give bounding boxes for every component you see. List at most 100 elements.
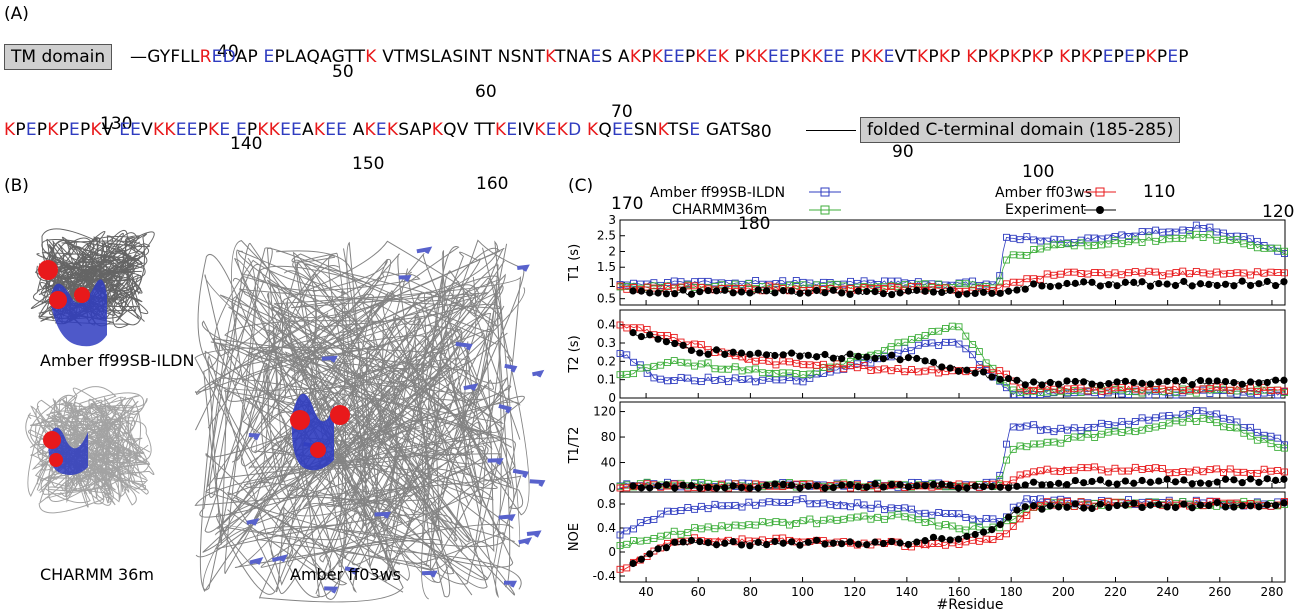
sim-point-blue xyxy=(745,498,753,506)
sim-point-green xyxy=(772,370,780,377)
conformer-trace xyxy=(29,399,155,500)
experiment-point xyxy=(1055,380,1063,388)
experiment-point xyxy=(754,286,762,294)
experiment-point xyxy=(1221,377,1230,386)
sim-point-red xyxy=(1165,386,1173,394)
sim-point-green xyxy=(908,514,916,522)
sim-point-blue xyxy=(860,501,868,509)
sim-point-blue xyxy=(1213,410,1221,418)
experiment-point xyxy=(1013,286,1021,294)
experiment-point xyxy=(1105,503,1113,512)
sim-point-red xyxy=(894,365,902,372)
sim-point-green xyxy=(792,370,800,377)
sim-point-red xyxy=(1158,385,1166,393)
residue: E xyxy=(211,47,223,67)
residue-segment: K xyxy=(1145,47,1157,67)
x-tick-label: 220 xyxy=(1104,585,1127,599)
residue-segment: QV TT xyxy=(443,120,496,140)
sim-point-red xyxy=(874,366,882,374)
residue-segment: K xyxy=(4,120,16,140)
experiment-point xyxy=(904,354,913,362)
sim-point-blue xyxy=(819,499,827,507)
sim-point-green xyxy=(1199,414,1207,422)
experiment-point xyxy=(696,484,704,492)
sim-point-green xyxy=(772,518,780,526)
experiment-point xyxy=(1113,378,1121,386)
sim-point-green xyxy=(616,371,624,379)
conformer-trace xyxy=(194,346,521,593)
sim-point-green xyxy=(799,371,807,378)
sim-point-blue xyxy=(704,505,712,513)
sim-point-blue xyxy=(1091,423,1099,431)
y-tick-label: 0 xyxy=(608,481,616,495)
experiment-point xyxy=(1230,378,1238,387)
sim-point-blue xyxy=(1009,391,1017,399)
residue: K xyxy=(556,120,569,140)
sim-point-green xyxy=(921,331,929,339)
experiment-point xyxy=(1013,376,1021,384)
sim-point-red xyxy=(1057,468,1065,476)
experiment-point xyxy=(863,483,871,491)
experiment-point xyxy=(929,480,938,489)
sim-point-blue xyxy=(948,510,956,517)
sim-point-green xyxy=(826,280,834,288)
sim-point-red xyxy=(1050,271,1058,279)
sim-point-green xyxy=(630,537,638,544)
experiment-point xyxy=(1263,501,1271,509)
sim-point-red xyxy=(1226,386,1234,394)
sim-point-blue xyxy=(935,342,943,349)
residue: E xyxy=(506,120,518,140)
residue: E xyxy=(833,47,845,67)
subplot-frame xyxy=(619,401,1286,489)
y-tick-label: 80 xyxy=(601,430,616,444)
sim-point-red xyxy=(616,282,624,290)
sim-point-blue xyxy=(752,378,760,386)
sim-point-blue xyxy=(650,515,658,523)
sim-point-blue xyxy=(704,373,712,381)
sim-point-red xyxy=(1267,467,1275,475)
sim-point-blue xyxy=(853,360,861,368)
sim-point-red xyxy=(989,536,997,544)
sim-point-blue xyxy=(908,505,916,513)
experiment-point xyxy=(1130,278,1138,286)
sim-point-green xyxy=(948,522,956,530)
y-tick-label: 1 xyxy=(608,276,616,290)
sim-point-green xyxy=(1267,440,1275,448)
sim-point-green xyxy=(1111,237,1119,245)
sim-point-green xyxy=(677,358,685,366)
sim-point-blue xyxy=(1240,232,1248,240)
experiment-point xyxy=(821,540,829,548)
sim-point-red xyxy=(1172,469,1180,477)
sim-point-blue xyxy=(996,272,1004,280)
residue: E xyxy=(280,120,292,140)
sim-point-blue xyxy=(969,515,977,523)
sim-point-blue xyxy=(650,374,658,382)
experiment-point xyxy=(679,286,687,294)
residue-segment: V xyxy=(101,120,120,140)
beta-strand xyxy=(517,264,530,272)
sim-point-red xyxy=(1064,466,1071,474)
experiment-point xyxy=(829,539,837,547)
sim-point-green xyxy=(684,359,692,367)
sim-point-blue xyxy=(1023,233,1031,241)
sim-point-blue xyxy=(664,377,671,385)
y-tick-label: 0.2 xyxy=(597,354,616,368)
sim-point-blue xyxy=(962,345,970,353)
sim-point-green xyxy=(1213,236,1221,244)
sim-point-green xyxy=(955,323,963,331)
sim-point-blue xyxy=(1030,236,1038,244)
subplot-frame xyxy=(619,219,1286,306)
sim-point-red xyxy=(1125,382,1132,390)
sim-point-green xyxy=(1158,422,1166,430)
sim-point-green xyxy=(1213,419,1221,427)
x-tick-label: 200 xyxy=(1052,585,1075,599)
legend-marker xyxy=(809,187,841,197)
experiment-point xyxy=(1088,504,1096,513)
beta-strand xyxy=(246,518,260,526)
sim-point-red xyxy=(935,369,943,377)
sim-point-green xyxy=(867,515,875,523)
sim-point-red xyxy=(1118,467,1126,475)
conformer-trace xyxy=(319,397,515,596)
residue-segment: K xyxy=(313,120,326,140)
y-tick-label: 0.1 xyxy=(597,373,616,387)
